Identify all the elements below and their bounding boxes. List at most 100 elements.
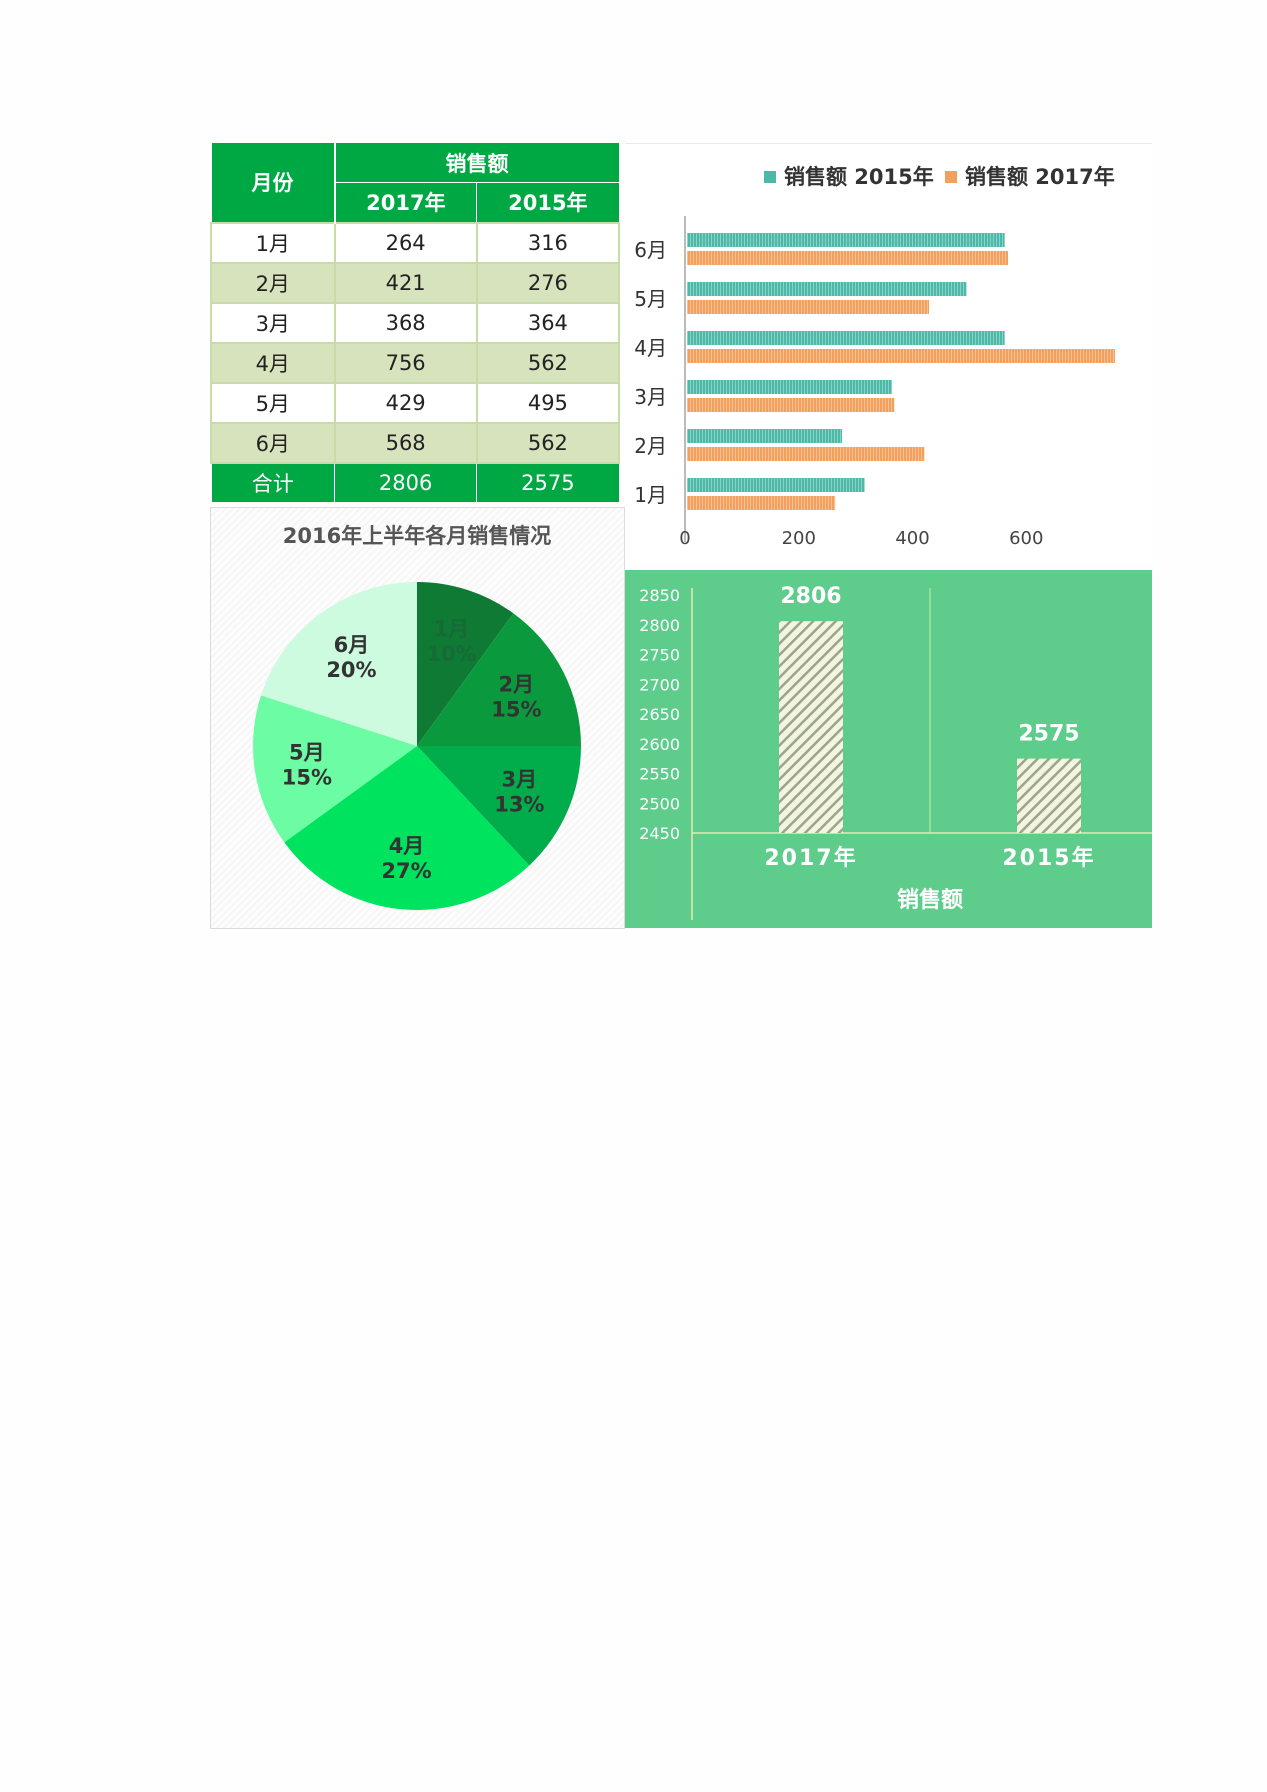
row-value-cell: 364 [475, 301, 621, 344]
pie-chart: 2016年上半年各月销售情况 1月10%2月15%3月13%4月27%5月15%… [253, 524, 581, 910]
pie-slice-6 [261, 582, 417, 746]
table-row: 1月 264 316 [210, 221, 621, 264]
pie-label-month: 6月 [334, 633, 370, 657]
pie-chart-panel: 2016年上半年各月销售情况 1月 10% 2月 15% 3月 13% 4月 27% 5月 15%… [210, 507, 625, 929]
pie-slice-4 [284, 746, 530, 910]
column-chart: 2450 2500 2550 2600 2650 2700 2750 2800 2850 2806… [639, 584, 1152, 920]
column-category-label: 2015年 [1002, 845, 1095, 871]
pie-label-percent: 20% [326, 658, 376, 682]
bar-2017-2 [687, 447, 925, 461]
horizontal-bar-chart: 销售额 2015年 销售额 2017年 1月 2月 3月 4月 5月 6月 0 200 400 600 [634, 165, 1115, 549]
category-label: 3月 [634, 385, 667, 409]
row-month-cell: 5月 [210, 381, 336, 424]
pie-label-month: 2月 [499, 672, 535, 696]
column-x-axis-title: 销售额 [897, 887, 963, 913]
row-month-cell: 2月 [210, 261, 336, 304]
column-data-label: 2575 [1018, 722, 1079, 747]
pie-label-month: 5月 [289, 740, 325, 764]
total-value-cell: 2806 [333, 462, 478, 503]
category-label: 2月 [634, 434, 667, 458]
pie-slice-2 [417, 613, 581, 746]
row-value-cell: 368 [333, 301, 478, 344]
column-bar-2 [1017, 758, 1081, 833]
row-month-cell: 3月 [210, 301, 336, 344]
table-row: 6月 568 562 [210, 421, 621, 464]
bar-2015-2 [687, 429, 842, 443]
pie-label-month: 4月 [389, 834, 425, 858]
category-label: 1月 [634, 483, 667, 507]
row-value-cell: 264 [333, 221, 478, 264]
row-value-cell: 756 [333, 341, 478, 384]
bar-2017-6 [687, 251, 1009, 265]
column-data-label: 2806 [780, 584, 841, 609]
y-tick-label: 2600 [639, 735, 680, 754]
y-tick-label: 2800 [639, 616, 680, 635]
column-category-label: 2017年 [764, 845, 857, 871]
bar-2015-4 [687, 331, 1005, 345]
row-value-cell: 316 [475, 221, 621, 264]
x-tick-label: 200 [782, 528, 816, 549]
pie-label-month: 3月 [502, 767, 538, 791]
header-year-2017: 2017年 [333, 182, 478, 223]
pie-chart-title: 2016年上半年各月销售情况 [283, 524, 551, 548]
y-tick-label: 2750 [639, 646, 680, 665]
total-row: 合计 2806 2575 [210, 462, 620, 503]
column-bar-1 [779, 621, 843, 833]
row-value-cell: 495 [475, 381, 621, 424]
pie-slice-5 [253, 695, 417, 843]
total-label-cell: 合计 [210, 462, 335, 503]
bar-2017-1 [687, 496, 836, 510]
pie-label-percent: 15% [282, 765, 332, 789]
bar-2015-3 [687, 380, 893, 394]
row-value-cell: 421 [333, 261, 478, 304]
y-tick-label: 2450 [639, 824, 680, 843]
pie-label-percent: 10% [426, 642, 476, 666]
pie-slice-1 [417, 582, 514, 746]
column-chart-panel: 2450 2500 2550 2600 2650 2700 2750 2800 2850 2806… [625, 570, 1152, 928]
legend-swatch-0 [764, 171, 776, 183]
legend-swatch-1 [945, 171, 957, 183]
bar-2015-5 [687, 282, 967, 296]
row-value-cell: 568 [333, 421, 478, 464]
row-value-cell: 562 [475, 341, 621, 384]
header-month: 月份 [210, 142, 336, 223]
bar-2015-1 [687, 478, 865, 492]
legend-label-0: 销售额 2015年 [784, 165, 934, 189]
table-row: 3月 368 364 [210, 301, 621, 344]
category-label: 6月 [634, 238, 667, 262]
row-value-cell: 429 [333, 381, 478, 424]
pie-label-percent: 13% [494, 792, 544, 816]
category-label: 5月 [634, 287, 667, 311]
header-year-2015: 2015年 [476, 182, 620, 223]
total-value-cell: 2575 [476, 462, 620, 503]
bar-2017-5 [687, 300, 929, 314]
y-tick-label: 2850 [639, 586, 680, 605]
y-tick-label: 2650 [639, 705, 680, 724]
row-month-cell: 4月 [210, 341, 336, 384]
x-tick-label: 600 [1009, 528, 1043, 549]
sales-table: 月份 销售额 2017年 2015年 1月 264 316 2月 421 276 3月 368… [210, 142, 621, 503]
pie-slice-3 [417, 746, 581, 866]
table-row: 4月 756 562 [210, 341, 621, 384]
x-tick-label: 400 [895, 528, 929, 549]
pie-label-percent: 15% [491, 697, 541, 721]
horizontal-bar-chart-panel: 销售额 2015年 销售额 2017年 1月 2月 3月 4月 5月 6月 0 200 400 600 [625, 143, 1152, 564]
row-month-cell: 6月 [210, 421, 336, 464]
header-sales: 销售额 [334, 142, 620, 183]
y-tick-label: 2550 [639, 765, 680, 784]
table-row: 2月 421 276 [210, 261, 621, 304]
row-value-cell: 276 [475, 261, 621, 304]
legend-label-1: 销售额 2017年 [965, 165, 1115, 189]
category-label: 4月 [634, 336, 667, 360]
table-row: 5月 429 495 [210, 381, 621, 424]
x-tick-label: 0 [679, 528, 690, 549]
bar-2015-6 [687, 233, 1005, 247]
y-tick-label: 2700 [639, 675, 680, 694]
y-tick-label: 2500 [639, 794, 680, 813]
row-month-cell: 1月 [210, 221, 336, 264]
row-value-cell: 562 [475, 421, 621, 464]
pie-label-percent: 27% [381, 859, 431, 883]
bar-2017-4 [687, 349, 1115, 363]
pie-label-month: 1月 [434, 617, 470, 641]
bar-2017-3 [687, 398, 895, 412]
